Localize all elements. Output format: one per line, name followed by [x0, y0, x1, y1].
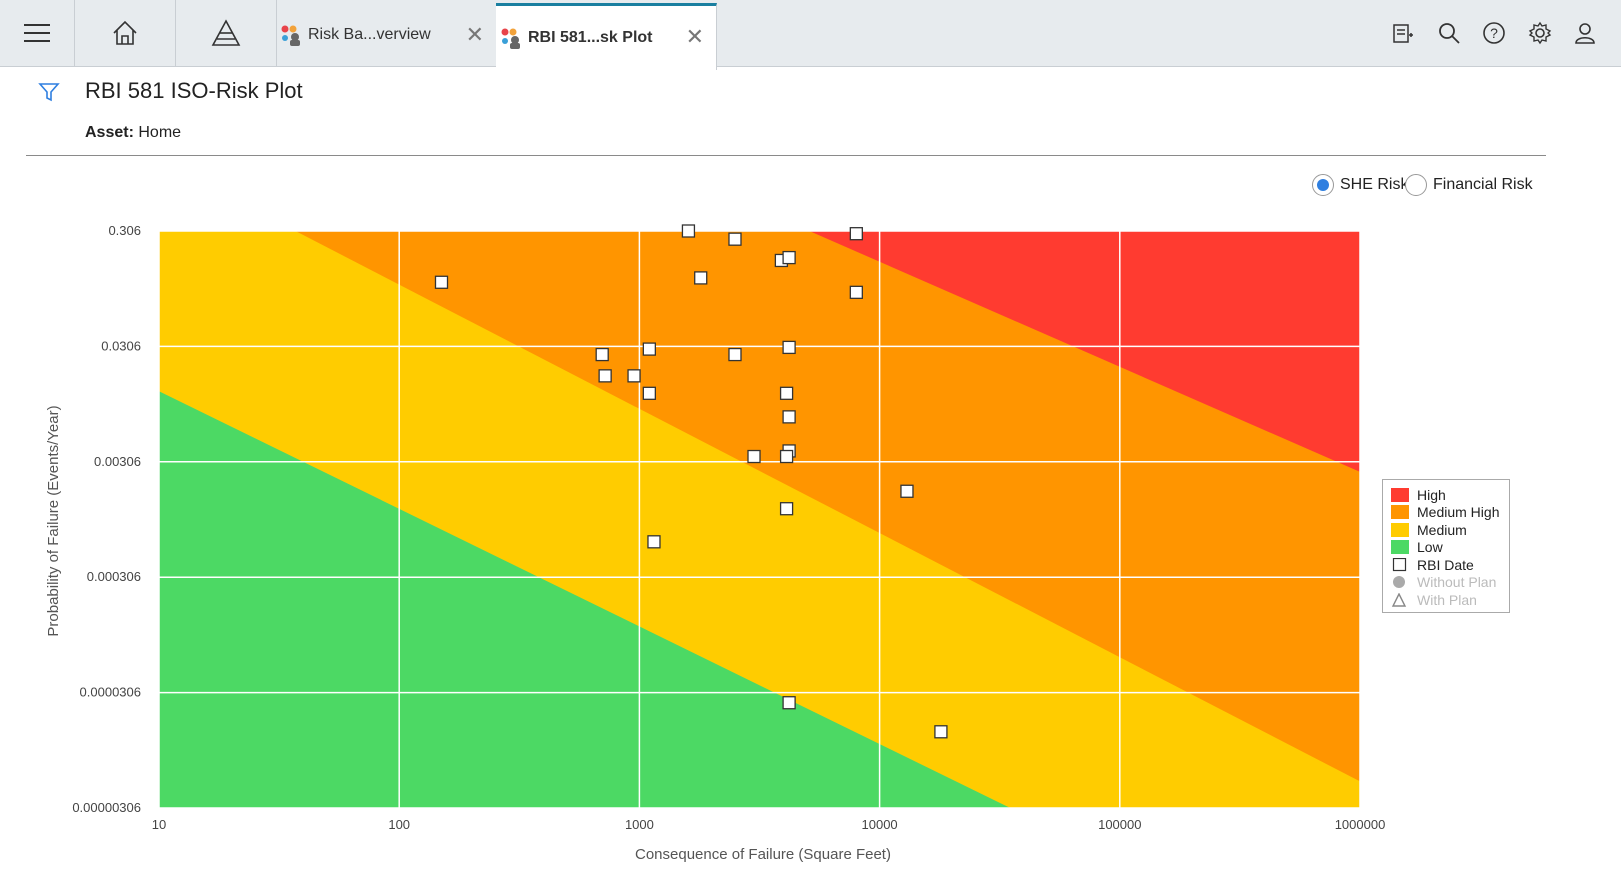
- rbi-date-point[interactable]: [627, 369, 641, 383]
- legend-swatch: [1391, 540, 1409, 555]
- app-tab-icon: [281, 25, 300, 46]
- home-button[interactable]: [74, 0, 176, 66]
- pyramid-icon: [211, 19, 240, 46]
- radio-unselected-icon: [1405, 174, 1427, 196]
- rbi-date-point[interactable]: [849, 227, 863, 241]
- rbi-date-point[interactable]: [747, 449, 761, 464]
- radio-label: SHE Risk: [1340, 176, 1409, 193]
- close-icon[interactable]: ✕: [465, 22, 484, 47]
- asset-label: Asset:: [85, 124, 134, 141]
- legend-label: Without Plan: [1417, 574, 1497, 591]
- rbi-date-point[interactable]: [779, 386, 794, 400]
- y-tick-label: 0.00000306: [72, 800, 141, 815]
- radio-selected-icon: [1312, 174, 1334, 196]
- x-axis-label: Consequence of Failure (Square Feet): [635, 846, 891, 863]
- pyramid-button[interactable]: [175, 0, 277, 66]
- she-risk-radio[interactable]: SHE Risk: [1312, 174, 1408, 196]
- legend-label: Low: [1417, 539, 1443, 556]
- rbi-date-point[interactable]: [728, 232, 742, 246]
- legend-item-with-plan: With Plan: [1391, 591, 1501, 609]
- tab-label: Risk Ba...verview: [308, 26, 431, 43]
- rbi-date-point[interactable]: [642, 342, 656, 356]
- home-icon: [112, 20, 137, 45]
- rbi-date-point[interactable]: [934, 725, 948, 739]
- y-tick-label: 0.0306: [101, 338, 141, 353]
- rbi-date-point[interactable]: [647, 535, 661, 549]
- x-tick-label: 10: [152, 817, 166, 832]
- rbi-date-point[interactable]: [728, 347, 742, 362]
- legend-item-high: High: [1391, 486, 1501, 504]
- rbi-date-point[interactable]: [782, 410, 796, 424]
- triangle-marker-icon: [1391, 592, 1407, 607]
- legend-item-medium: Medium: [1391, 521, 1501, 539]
- rbi-date-point[interactable]: [642, 386, 656, 400]
- notes-icon: [1393, 24, 1413, 43]
- search-button[interactable]: [1436, 20, 1462, 46]
- page-title: RBI 581 ISO-Risk Plot: [85, 78, 303, 103]
- x-tick-label: 100000: [1098, 817, 1141, 832]
- chart-legend: High Medium High Medium Low RBI Date Wit…: [1382, 479, 1510, 613]
- legend-item-medium-high: Medium High: [1391, 504, 1501, 522]
- y-tick-label: 0.0000306: [80, 685, 141, 700]
- legend-label: High: [1417, 486, 1446, 503]
- legend-item-low: Low: [1391, 539, 1501, 557]
- help-button[interactable]: ?: [1481, 20, 1507, 46]
- asset-breadcrumb: Asset: Home: [85, 124, 181, 142]
- app-tab-icon: [501, 28, 520, 49]
- tab-iso-risk-plot[interactable]: RBI 581...sk Plot ✕: [496, 3, 717, 70]
- rbi-date-point[interactable]: [782, 250, 796, 265]
- legend-label: Medium High: [1417, 504, 1500, 521]
- region-low: [159, 391, 1011, 808]
- legend-label: Medium: [1417, 521, 1467, 538]
- rbi-date-point[interactable]: [598, 369, 612, 383]
- settings-button[interactable]: [1527, 20, 1553, 46]
- user-icon: [1575, 23, 1595, 44]
- menu-button[interactable]: [0, 0, 75, 66]
- rbi-date-point[interactable]: [900, 484, 914, 498]
- rbi-date-point[interactable]: [595, 347, 609, 362]
- legend-swatch: [1391, 505, 1409, 520]
- x-tick-label: 100: [388, 817, 410, 832]
- legend-label: With Plan: [1417, 591, 1477, 608]
- rbi-date-point[interactable]: [849, 285, 863, 299]
- rbi-date-point[interactable]: [782, 696, 796, 710]
- radio-label: Financial Risk: [1433, 176, 1533, 193]
- rbi-date-point[interactable]: [681, 224, 696, 238]
- asset-value: Home: [138, 124, 182, 141]
- legend-item-rbi-date: RBI Date: [1391, 556, 1501, 574]
- rbi-date-point[interactable]: [779, 502, 794, 516]
- rbi-date-point[interactable]: [694, 271, 708, 285]
- financial-risk-radio[interactable]: Financial Risk: [1405, 174, 1533, 196]
- tab-risk-overview[interactable]: Risk Ba...verview ✕: [276, 4, 497, 66]
- filter-icon[interactable]: [38, 81, 60, 103]
- header-divider: [26, 155, 1546, 156]
- y-tick-label: 0.000306: [87, 569, 141, 584]
- y-tick-label: 0.00306: [94, 454, 141, 469]
- notes-button[interactable]: [1390, 20, 1416, 46]
- help-icon: ?: [1483, 22, 1505, 44]
- top-bar: Risk Ba...verview ✕ RBI 581...sk Plot ✕ …: [0, 0, 1621, 70]
- rbi-date-point[interactable]: [434, 275, 449, 289]
- close-icon[interactable]: ✕: [685, 24, 704, 49]
- x-tick-label: 1000: [625, 817, 654, 832]
- square-marker-icon: [1392, 557, 1407, 571]
- settings-icon: [1528, 21, 1552, 45]
- y-tick-label: 0.306: [108, 223, 141, 238]
- legend-label: RBI Date: [1417, 556, 1474, 573]
- menu-icon: [24, 24, 50, 42]
- svg-text:?: ?: [1490, 25, 1498, 41]
- x-tick-label: 1000000: [1335, 817, 1386, 832]
- rbi-date-point[interactable]: [782, 340, 796, 355]
- rbi-date-point[interactable]: [779, 449, 794, 464]
- circle-marker-icon: [1393, 576, 1405, 589]
- user-button[interactable]: [1572, 20, 1598, 46]
- x-tick-label: 10000: [862, 817, 898, 832]
- legend-swatch: [1391, 487, 1409, 502]
- legend-item-without-plan: Without Plan: [1391, 574, 1501, 592]
- tab-label: RBI 581...sk Plot: [528, 29, 653, 46]
- y-axis-label: Probability of Failure (Events/Year): [45, 405, 62, 636]
- legend-swatch: [1391, 522, 1409, 537]
- search-icon: [1439, 23, 1460, 44]
